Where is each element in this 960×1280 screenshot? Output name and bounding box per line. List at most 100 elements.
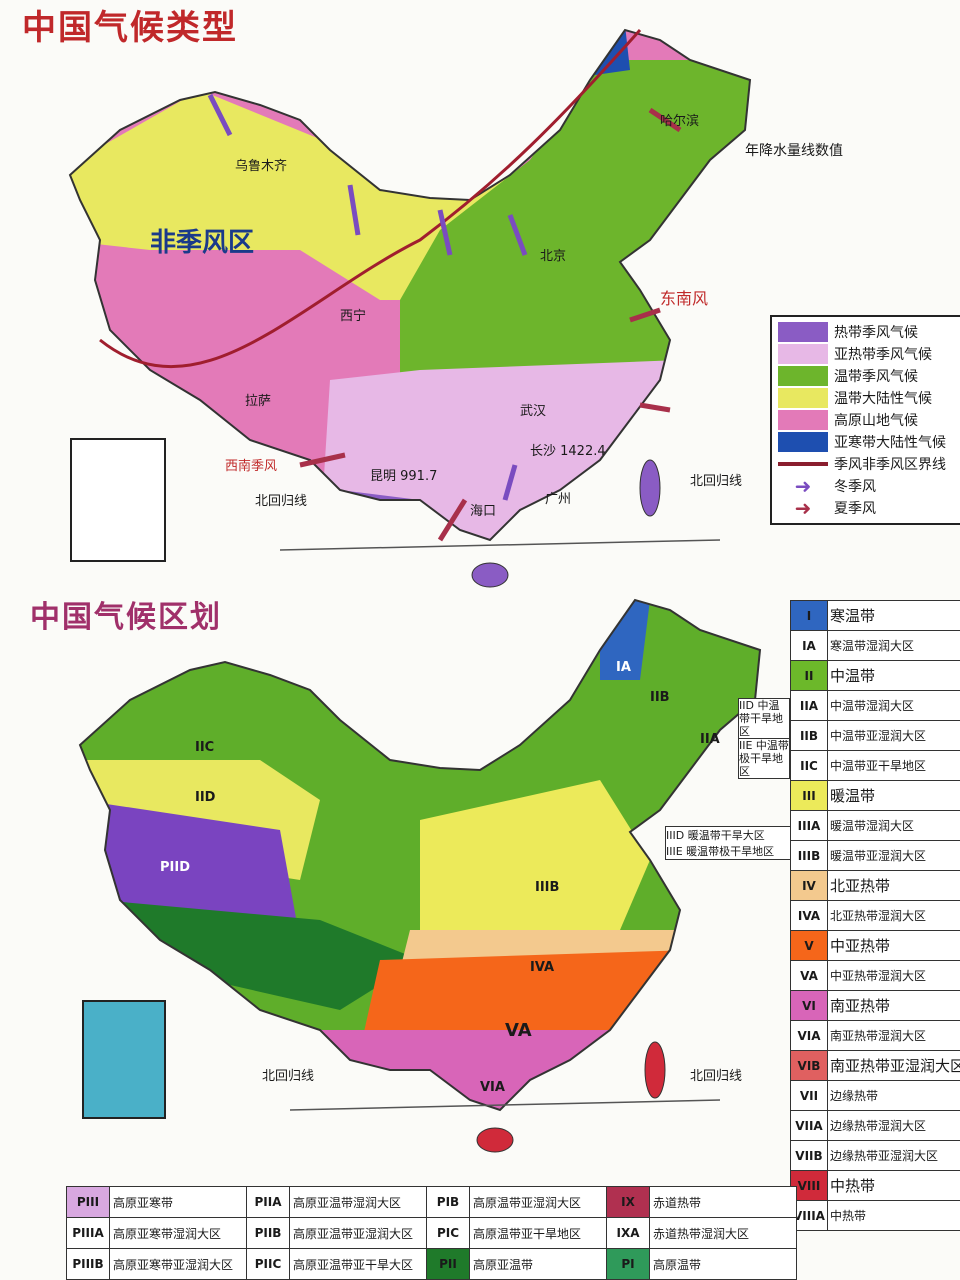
zone-code: VIIA <box>790 1110 828 1141</box>
label-rainfall-note: 年降水量线数值 <box>745 143 843 159</box>
color-swatch <box>778 432 828 452</box>
legend-row: VI 南亚热带 <box>790 990 960 1021</box>
zone-label-via: VIA <box>480 1080 505 1095</box>
winter-monsoon-arrows <box>207 93 528 501</box>
zone-code: PIIC <box>246 1248 290 1280</box>
color-swatch <box>778 322 828 342</box>
legend-row: VIIA 边缘热带湿润大区 <box>790 1110 960 1141</box>
legend-row: PIIIB 高原亚寒带亚湿润大区 PIIC 高原亚温带亚干旱大区 PII 高原亚温带 PI 高… <box>66 1248 797 1280</box>
city-kunming: 昆明 991.7 <box>370 469 438 484</box>
legend-row: PIIIA 高原亚寒带湿润大区 PIIB 高原亚温带亚湿润大区 PIC 高原温带亚干旱地区… <box>66 1217 797 1249</box>
label-southeast-wind: 东南风 <box>660 289 709 308</box>
zone-label-iic: IIC <box>195 740 215 755</box>
zone-label: 高原温带亚湿润大区 <box>469 1186 607 1218</box>
zone-label: 南亚热带亚湿润大区 <box>826 1050 960 1081</box>
legend-item: 温带季风气候 <box>778 365 960 387</box>
zone-label: 高原亚温带亚干旱大区 <box>289 1248 427 1280</box>
zone-label: 南亚热带湿润大区 <box>826 1020 960 1051</box>
zone-code: IX <box>606 1186 650 1218</box>
zone-code: PII <box>426 1248 470 1280</box>
label-southwest-monsoon: 西南季风 <box>225 459 278 474</box>
zone-code: IIA <box>790 690 828 721</box>
zone-label-iva: IVA <box>530 960 555 975</box>
legend-row: IVA 北亚热带湿润大区 <box>790 900 960 931</box>
zone-label: 暖温带湿润大区 <box>826 810 960 841</box>
legend-label: 亚寒带大陆性气候 <box>834 435 946 451</box>
zone-label-iid: IID <box>195 790 216 805</box>
legend-label: 亚热带季风气候 <box>834 347 932 363</box>
zone-label-iib: IIB <box>650 690 670 705</box>
zone-code: IIIB <box>790 840 828 871</box>
zone-label: 中亚热带 <box>826 930 960 961</box>
legend-row: III 暖温带 <box>790 780 960 811</box>
legend-label: 温带季风气候 <box>834 369 918 385</box>
zone-label: 中温带亚湿润大区 <box>826 720 960 751</box>
zone-code: PIB <box>426 1186 470 1218</box>
plateau-zone-legend: PIII 高原亚寒带 PIIA 高原亚温带湿润大区 PIB 高原温带亚湿润大区 IX 赤道热带… <box>66 1186 797 1280</box>
color-swatch <box>778 388 828 408</box>
legend-item: 亚热带季风气候 <box>778 343 960 365</box>
side-notes-warm: IIID 暖温带干旱大区 IIIE 暖温带极干旱地区 <box>665 826 791 860</box>
zone-code: VII <box>790 1080 828 1111</box>
region-temperate-monsoon <box>400 60 750 380</box>
label-tropic-of-cancer-east-2: 北回归线 <box>690 1069 743 1084</box>
legend-row: VIB 南亚热带亚湿润大区 <box>790 1050 960 1081</box>
zone-label: 边缘热带 <box>826 1080 960 1111</box>
zone-label-iiib: IIIB <box>535 880 560 895</box>
zone-code: PIC <box>426 1217 470 1249</box>
legend-row: IIA 中温带湿润大区 <box>790 690 960 721</box>
map-title-climate-regions: 中国气候区划 <box>30 600 222 635</box>
zone-label-ia: IA <box>616 660 631 675</box>
zone-label: 暖温带亚湿润大区 <box>826 840 960 871</box>
map-title-climate-types: 中国气候类型 <box>22 8 238 48</box>
color-swatch <box>778 366 828 386</box>
zone-label: 高原亚温带湿润大区 <box>289 1186 427 1218</box>
zone-code: IIIA <box>790 810 828 841</box>
zone-code: PI <box>606 1248 650 1280</box>
zone-code: VI <box>790 990 828 1021</box>
city-haikou: 海口 <box>470 504 497 519</box>
legend-item: ➜ 夏季风 <box>778 497 960 519</box>
legend-item: ➜ 冬季风 <box>778 475 960 497</box>
legend-row: VIA 南亚热带湿润大区 <box>790 1020 960 1051</box>
zone-code: PIII <box>66 1186 110 1218</box>
city-wuhan: 武汉 <box>520 404 547 419</box>
color-swatch <box>778 410 828 430</box>
zone-label: 高原亚寒带 <box>109 1186 247 1218</box>
zone-code: IIC <box>790 750 828 781</box>
side-note: IIID 暖温带干旱大区 <box>666 829 765 842</box>
legend-row: VA 中亚热带湿润大区 <box>790 960 960 991</box>
label-tropic-of-cancer: 北回归线 <box>255 494 308 509</box>
legend-row: I 寒温带 <box>790 600 960 631</box>
legend-label: 温带大陆性气候 <box>834 391 932 407</box>
legend-label: 夏季风 <box>834 501 876 517</box>
zone-code: IVA <box>790 900 828 931</box>
legend-item: 温带大陆性气候 <box>778 387 960 409</box>
climate-type-legend: 热带季风气候 亚热带季风气候 温带季风气候 温带大陆性气候 高原山地气候 亚寒带大陆性气候… <box>770 315 960 525</box>
zone-label: 暖温带 <box>826 780 960 811</box>
city-xining: 西宁 <box>340 309 367 324</box>
color-swatch <box>778 344 828 364</box>
zone-label: 赤道热带 <box>649 1186 797 1218</box>
zone-code: IV <box>790 870 828 901</box>
arrow-icon: ➜ <box>794 496 812 520</box>
city-urumqi: 乌鲁木齐 <box>235 159 288 174</box>
legend-row: V 中亚热带 <box>790 930 960 961</box>
zone-label: 高原亚温带 <box>469 1248 607 1280</box>
zone-label: 边缘热带湿润大区 <box>826 1110 960 1141</box>
south-china-sea-inset-2 <box>82 1000 166 1119</box>
side-note: IID 中温带干旱地区 <box>739 699 783 738</box>
zone-code: VIB <box>790 1050 828 1081</box>
zone-label: 中温带湿润大区 <box>826 690 960 721</box>
legend-label: 冬季风 <box>834 479 876 495</box>
legend-row: IIIB 暖温带亚湿润大区 <box>790 840 960 871</box>
side-note: IIIE 暖温带极干旱地区 <box>666 845 775 858</box>
legend-row: VIIIA 中热带 <box>790 1200 960 1231</box>
zone-label: 南亚热带 <box>826 990 960 1021</box>
zone-code: V <box>790 930 828 961</box>
legend-row: VIII 中热带 <box>790 1170 960 1201</box>
legend-row: PIII 高原亚寒带 PIIA 高原亚温带湿润大区 PIB 高原温带亚湿润大区 IX 赤道热带 <box>66 1186 797 1218</box>
legend-item: 亚寒带大陆性气候 <box>778 431 960 453</box>
zone-code: II <box>790 660 828 691</box>
